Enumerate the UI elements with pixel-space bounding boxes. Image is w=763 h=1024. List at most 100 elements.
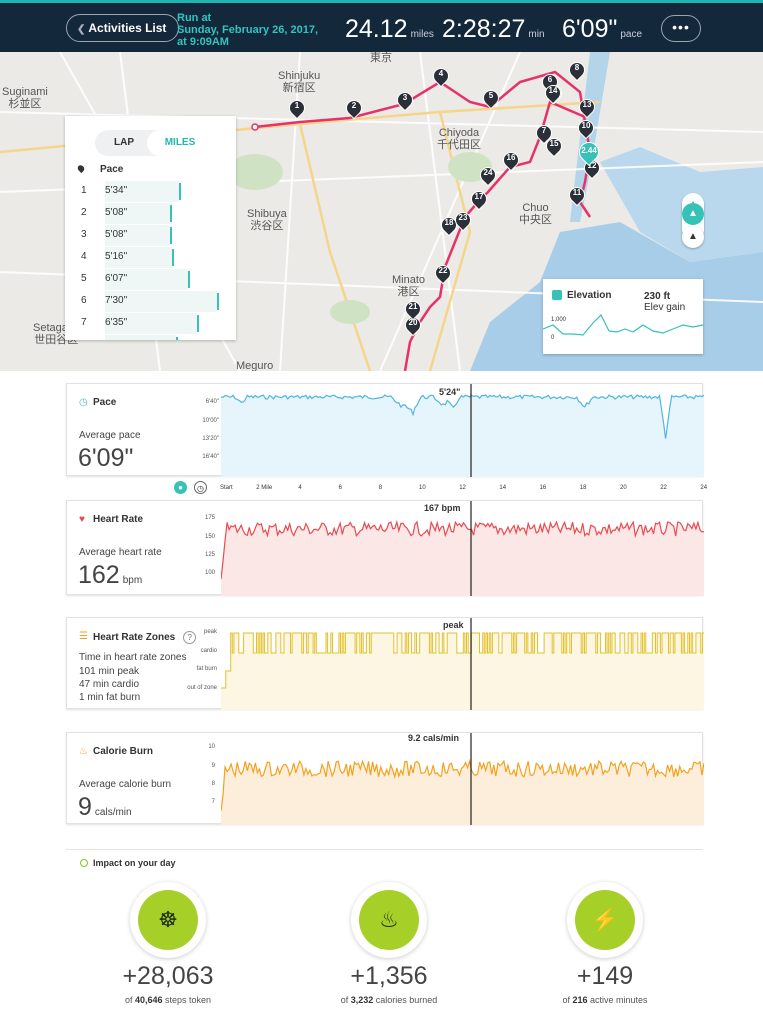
route-marker[interactable]: 21 xyxy=(401,297,425,323)
route-marker[interactable]: 4 xyxy=(429,64,453,90)
lap-table-header: Pace xyxy=(76,163,123,175)
route-marker-label: 2 xyxy=(351,101,357,110)
hr-ytick: 175 xyxy=(204,515,215,521)
elevation-tick-top: 1,000 xyxy=(551,317,567,323)
lap-row[interactable]: 1 5'34" xyxy=(65,181,236,202)
route-marker[interactable]: 5 xyxy=(479,86,503,112)
lap-row[interactable]: 5 6'07" xyxy=(65,269,236,290)
lap-pace: 5'08" xyxy=(105,207,128,218)
route-marker[interactable]: 20 xyxy=(401,313,425,339)
route-marker-label: 7 xyxy=(541,126,547,135)
time-in-zones-label: Time in heart rate zones xyxy=(79,652,187,663)
distance-tick: 20 xyxy=(620,485,627,491)
activities-list-button[interactable]: ❮ Activities List xyxy=(66,14,180,42)
hr-ytick: 150 xyxy=(204,534,215,540)
route-marker[interactable]: 10 xyxy=(574,116,598,142)
distance-unit: miles xyxy=(410,29,434,40)
lap-row[interactable]: 7 6'35" xyxy=(65,313,236,334)
run-title-line3: at 9:09AM xyxy=(177,36,229,48)
lap-miles-toggle[interactable]: LAP MILES xyxy=(95,130,213,156)
steps-total: of 40,646 steps token xyxy=(124,995,212,1005)
lap-row[interactable]: 4 5'16" xyxy=(65,247,236,268)
elevation-panel: Elevation 230 ft Elev gain 1,000 0 xyxy=(543,279,703,354)
route-marker[interactable]: 2 xyxy=(342,96,366,122)
distance-tick: 2 Mile xyxy=(256,485,273,491)
map-label-suginami: Suginami 杉並区 xyxy=(2,86,48,110)
pace-ytick: 10'00" xyxy=(202,418,219,424)
lap-pace: 5'08" xyxy=(105,229,128,240)
route-marker-label: 24 xyxy=(483,168,493,177)
lap-tab[interactable]: LAP xyxy=(114,137,134,148)
route-marker[interactable]: 14 xyxy=(541,81,565,107)
location-pin-icon: ● xyxy=(178,483,183,492)
route-marker[interactable]: 13 xyxy=(575,95,599,121)
fat-burn-minutes: 1 min fat burn xyxy=(79,692,141,703)
lap-pace-tick xyxy=(176,337,178,340)
lap-row[interactable]: 2 5'08" xyxy=(65,203,236,224)
mountain-icon: ▲ xyxy=(688,208,698,219)
route-marker-label: 8 xyxy=(574,63,580,72)
pace-stat: 6'09" pace xyxy=(562,15,642,44)
route-marker[interactable]: 1 xyxy=(285,96,309,122)
route-marker[interactable]: 17 xyxy=(467,187,491,213)
calorie-burn-title: Calorie Burn xyxy=(93,746,154,757)
navigation-mode-button[interactable]: ▲ xyxy=(682,226,704,248)
flame-icon: ♨ xyxy=(79,746,88,757)
flame-icon: ♨ xyxy=(359,890,419,950)
average-calorie-burn-label: Average calorie burn xyxy=(79,779,172,790)
average-heart-rate-value: 162 bpm xyxy=(78,561,143,589)
lap-row[interactable]: 8 5'24" xyxy=(65,335,236,340)
heart-rate-zones-chart xyxy=(221,618,704,710)
route-marker-label: 13 xyxy=(582,100,592,109)
lap-pace-bar xyxy=(105,313,197,334)
map-label-chuo: Chuo 中央区 xyxy=(519,202,552,226)
cardio-minutes: 47 min cardio xyxy=(79,679,140,690)
lap-pace: 6'07" xyxy=(105,273,128,284)
help-icon[interactable]: ? xyxy=(183,631,197,644)
route-marker[interactable]: 15 xyxy=(542,134,566,160)
clock-icon: ◷ xyxy=(79,397,88,408)
run-title: Run at Sunday, February 26, 2017, at 9:0… xyxy=(177,12,318,48)
route-marker[interactable]: 24 xyxy=(476,163,500,189)
lap-pace: 6'35" xyxy=(105,317,128,328)
cal-ytick: 7 xyxy=(211,799,215,805)
route-marker[interactable]: 18 xyxy=(437,213,461,239)
pace-unit: pace xyxy=(620,29,643,40)
more-options-button[interactable]: ••• xyxy=(661,15,701,42)
zone-ytick: fat burn xyxy=(196,666,217,672)
lap-row[interactable]: 6 7'30" xyxy=(65,291,236,312)
route-marker[interactable]: 8 xyxy=(565,58,589,84)
current-position-marker: 2.44 xyxy=(574,137,604,167)
elevation-icon xyxy=(552,290,562,300)
route-marker-label: 6 xyxy=(547,75,553,84)
time-mode-button[interactable]: ◷ xyxy=(194,481,207,494)
route-marker[interactable]: 6 xyxy=(538,70,562,96)
route-marker[interactable]: 23 xyxy=(451,208,475,234)
lap-index: 7 xyxy=(81,317,87,328)
route-marker[interactable]: 16 xyxy=(499,148,523,174)
distance-tick: 24 xyxy=(700,485,708,491)
elevation-gain-label: Elev gain xyxy=(644,302,686,313)
map-label-shinjuku: Shinjuku 新宿区 xyxy=(278,70,321,94)
lap-pace-bar xyxy=(105,247,172,268)
route-marker-label: 20 xyxy=(408,318,418,327)
route-marker[interactable]: 22 xyxy=(431,261,455,287)
route-marker[interactable]: 3 xyxy=(393,88,417,114)
map-label-tokyo: 東京 xyxy=(370,52,392,64)
active-minutes-total: of 216 active minutes xyxy=(562,995,648,1005)
duration-unit: min xyxy=(528,29,545,40)
calorie-current-value: 9.2 cals/min xyxy=(408,733,460,743)
route-map[interactable]: Suginami 杉並区 Shinjuku 新宿区 東京 Chiyoda 千代田区 S… xyxy=(0,52,763,371)
route-marker[interactable]: 11 xyxy=(565,183,589,209)
calorie-burn-card: ♨ Calorie Burn Average calorie burn 9 cal… xyxy=(66,732,704,825)
lap-row[interactable]: 3 5'08" xyxy=(65,225,236,246)
run-title-line2: Sunday, February 26, 2017, xyxy=(177,24,319,36)
miles-tab[interactable]: MILES xyxy=(147,130,213,156)
route-marker[interactable]: 7 xyxy=(532,121,556,147)
pace-ytick: 13'20" xyxy=(202,436,219,442)
footsteps-icon: ☸ xyxy=(138,890,198,950)
pin-icon xyxy=(76,163,86,174)
distance-mode-button[interactable]: ● xyxy=(174,481,187,494)
terrain-mode-button[interactable]: ▲ xyxy=(682,203,704,225)
route-marker[interactable]: 12 xyxy=(580,156,604,182)
